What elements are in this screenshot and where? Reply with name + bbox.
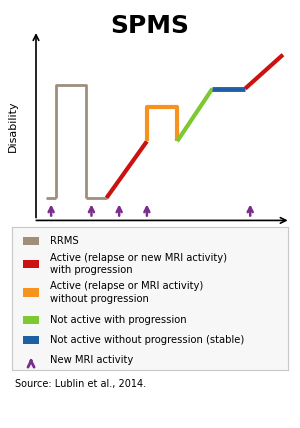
Text: RRMS: RRMS xyxy=(50,236,79,246)
Text: Disability: Disability xyxy=(8,101,18,152)
Text: Not active with progression: Not active with progression xyxy=(50,315,187,325)
Text: Active (relapse or new MRI activity)
with progression: Active (relapse or new MRI activity) wit… xyxy=(50,253,227,275)
Text: Not active without progression (stable): Not active without progression (stable) xyxy=(50,335,244,345)
Bar xyxy=(23,316,39,324)
Text: Active (relapse or MRI activity)
without progression: Active (relapse or MRI activity) without… xyxy=(50,282,203,304)
Bar xyxy=(23,237,39,245)
Text: Source: Lublin et al., 2014.: Source: Lublin et al., 2014. xyxy=(15,379,146,389)
Text: Time: Time xyxy=(148,235,176,246)
Bar xyxy=(23,336,39,344)
Bar xyxy=(23,288,39,297)
Text: SPMS: SPMS xyxy=(110,14,190,38)
Bar xyxy=(23,260,39,268)
Text: New MRI activity: New MRI activity xyxy=(50,355,133,365)
